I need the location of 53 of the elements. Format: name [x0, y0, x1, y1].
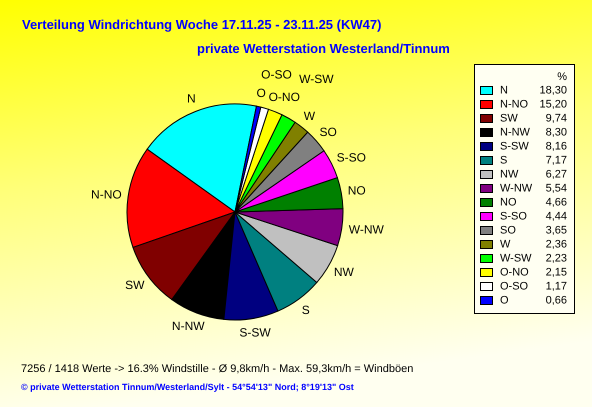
slice-label: SW [125, 278, 146, 292]
slice-label: O [256, 86, 266, 100]
text: © private Wetterstation Tinnum/Westerland/Sylt - 54°54'13" Nord; 8°19'13" Ost [21, 382, 354, 392]
legend-label: SO [500, 224, 516, 236]
legend-label: N-NO [500, 98, 529, 110]
data-label: 3,65 [546, 224, 567, 236]
slice-label: S-SW [239, 326, 272, 340]
legend-label: S [500, 154, 508, 166]
data-label: 4,66 [546, 196, 567, 208]
legend-label: W-NW [500, 182, 533, 194]
data-label: 2,23 [546, 252, 567, 264]
chart-title: Verteilung Windrichtung Woche 17.11.25 - 23.11.25 (KW47) [22, 17, 382, 32]
data-label: 15,20 [539, 98, 567, 110]
slice-label: W [304, 108, 316, 123]
legend-label: N [500, 84, 508, 96]
slice-label: SO [319, 124, 337, 139]
slice-label: N [186, 91, 196, 106]
slice-label: S-SO [336, 150, 366, 164]
data-label: 7,17 [546, 154, 567, 166]
legend-label: W-SW [500, 252, 532, 264]
legend-label: S-SW [500, 140, 530, 152]
legend-label: S-SO [500, 210, 528, 222]
legend-label: NW [500, 168, 519, 180]
data-label: 1,17 [546, 280, 567, 292]
legend-label: O-NO [500, 266, 530, 278]
legend-label: SW [500, 112, 518, 124]
text: 7256 / 1418 Werte -> 16.3% Windstille - Ø 9,8km/h - Max. 59,3km/h = Windböen [21, 363, 414, 375]
slice-label: N-NW [172, 319, 206, 334]
data-label: 4,44 [546, 210, 567, 222]
chart-subtitle: private Wetterstation Westerland/Tinnum [197, 41, 450, 56]
data-label: 6,27 [546, 168, 567, 180]
data-label: 9,74 [546, 112, 567, 124]
data-label: 5,54 [546, 182, 567, 194]
data-label: 0,66 [546, 294, 567, 306]
slice-label: W-NW [348, 222, 385, 236]
slice-label: O-SO [261, 68, 292, 82]
slice-label: N-NO [91, 188, 122, 202]
slice-label: O-NO [268, 90, 300, 104]
data-label: 8,16 [546, 140, 567, 152]
slice-label: NW [334, 264, 355, 279]
slice-label: S [302, 303, 310, 318]
legend-label: O [500, 294, 509, 306]
data-label: 2,15 [546, 266, 567, 278]
data-label: 8,30 [546, 126, 567, 138]
legend-label: NO [500, 196, 517, 208]
slice-label: W-SW [299, 72, 334, 86]
legend-label: O-SO [500, 280, 529, 292]
slice-label: NO [348, 183, 366, 198]
legend-label: W [500, 238, 511, 250]
legend-title: % [557, 71, 568, 83]
data-label: 18,30 [539, 84, 567, 96]
legend-label: N-NW [500, 126, 531, 138]
data-label: 2,36 [546, 238, 567, 250]
